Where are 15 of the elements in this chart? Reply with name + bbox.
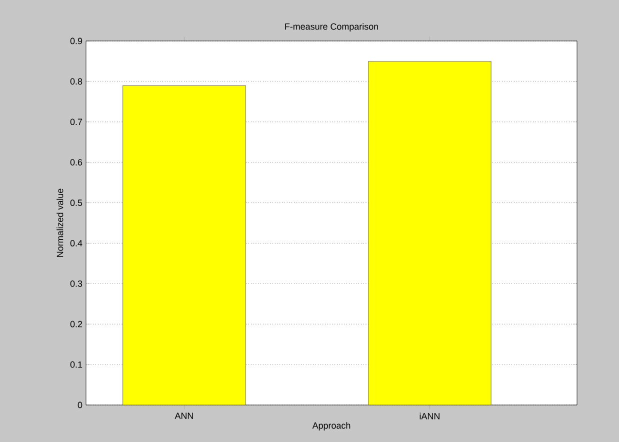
y-tick-label: 0.5 [70,200,82,206]
y-tick-label: 0.3 [70,280,82,287]
y-tick-label: 0.4 [70,240,82,246]
chart-title: F-measure Comparison [285,23,378,32]
x-tick-label: ANN [174,412,193,419]
x-axis-title: Approach [312,422,350,430]
y-tick-label: 0 [78,402,82,408]
y-tick-label: 0.8 [70,78,82,85]
y-axis-title: Normalized value [56,188,64,257]
y-tick-label: 0.6 [70,159,82,166]
y-tick-label: 0.2 [70,320,82,328]
y-tick-label: 0.9 [70,38,82,44]
x-tick-label: iANN [420,412,440,420]
y-tick-label: 0.1 [70,361,82,368]
y-tick-label: 0.7 [70,118,82,126]
